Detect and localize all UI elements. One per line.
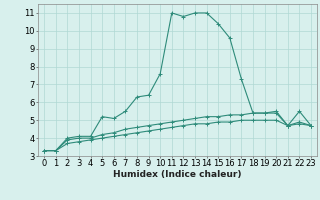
X-axis label: Humidex (Indice chaleur): Humidex (Indice chaleur)	[113, 170, 242, 179]
